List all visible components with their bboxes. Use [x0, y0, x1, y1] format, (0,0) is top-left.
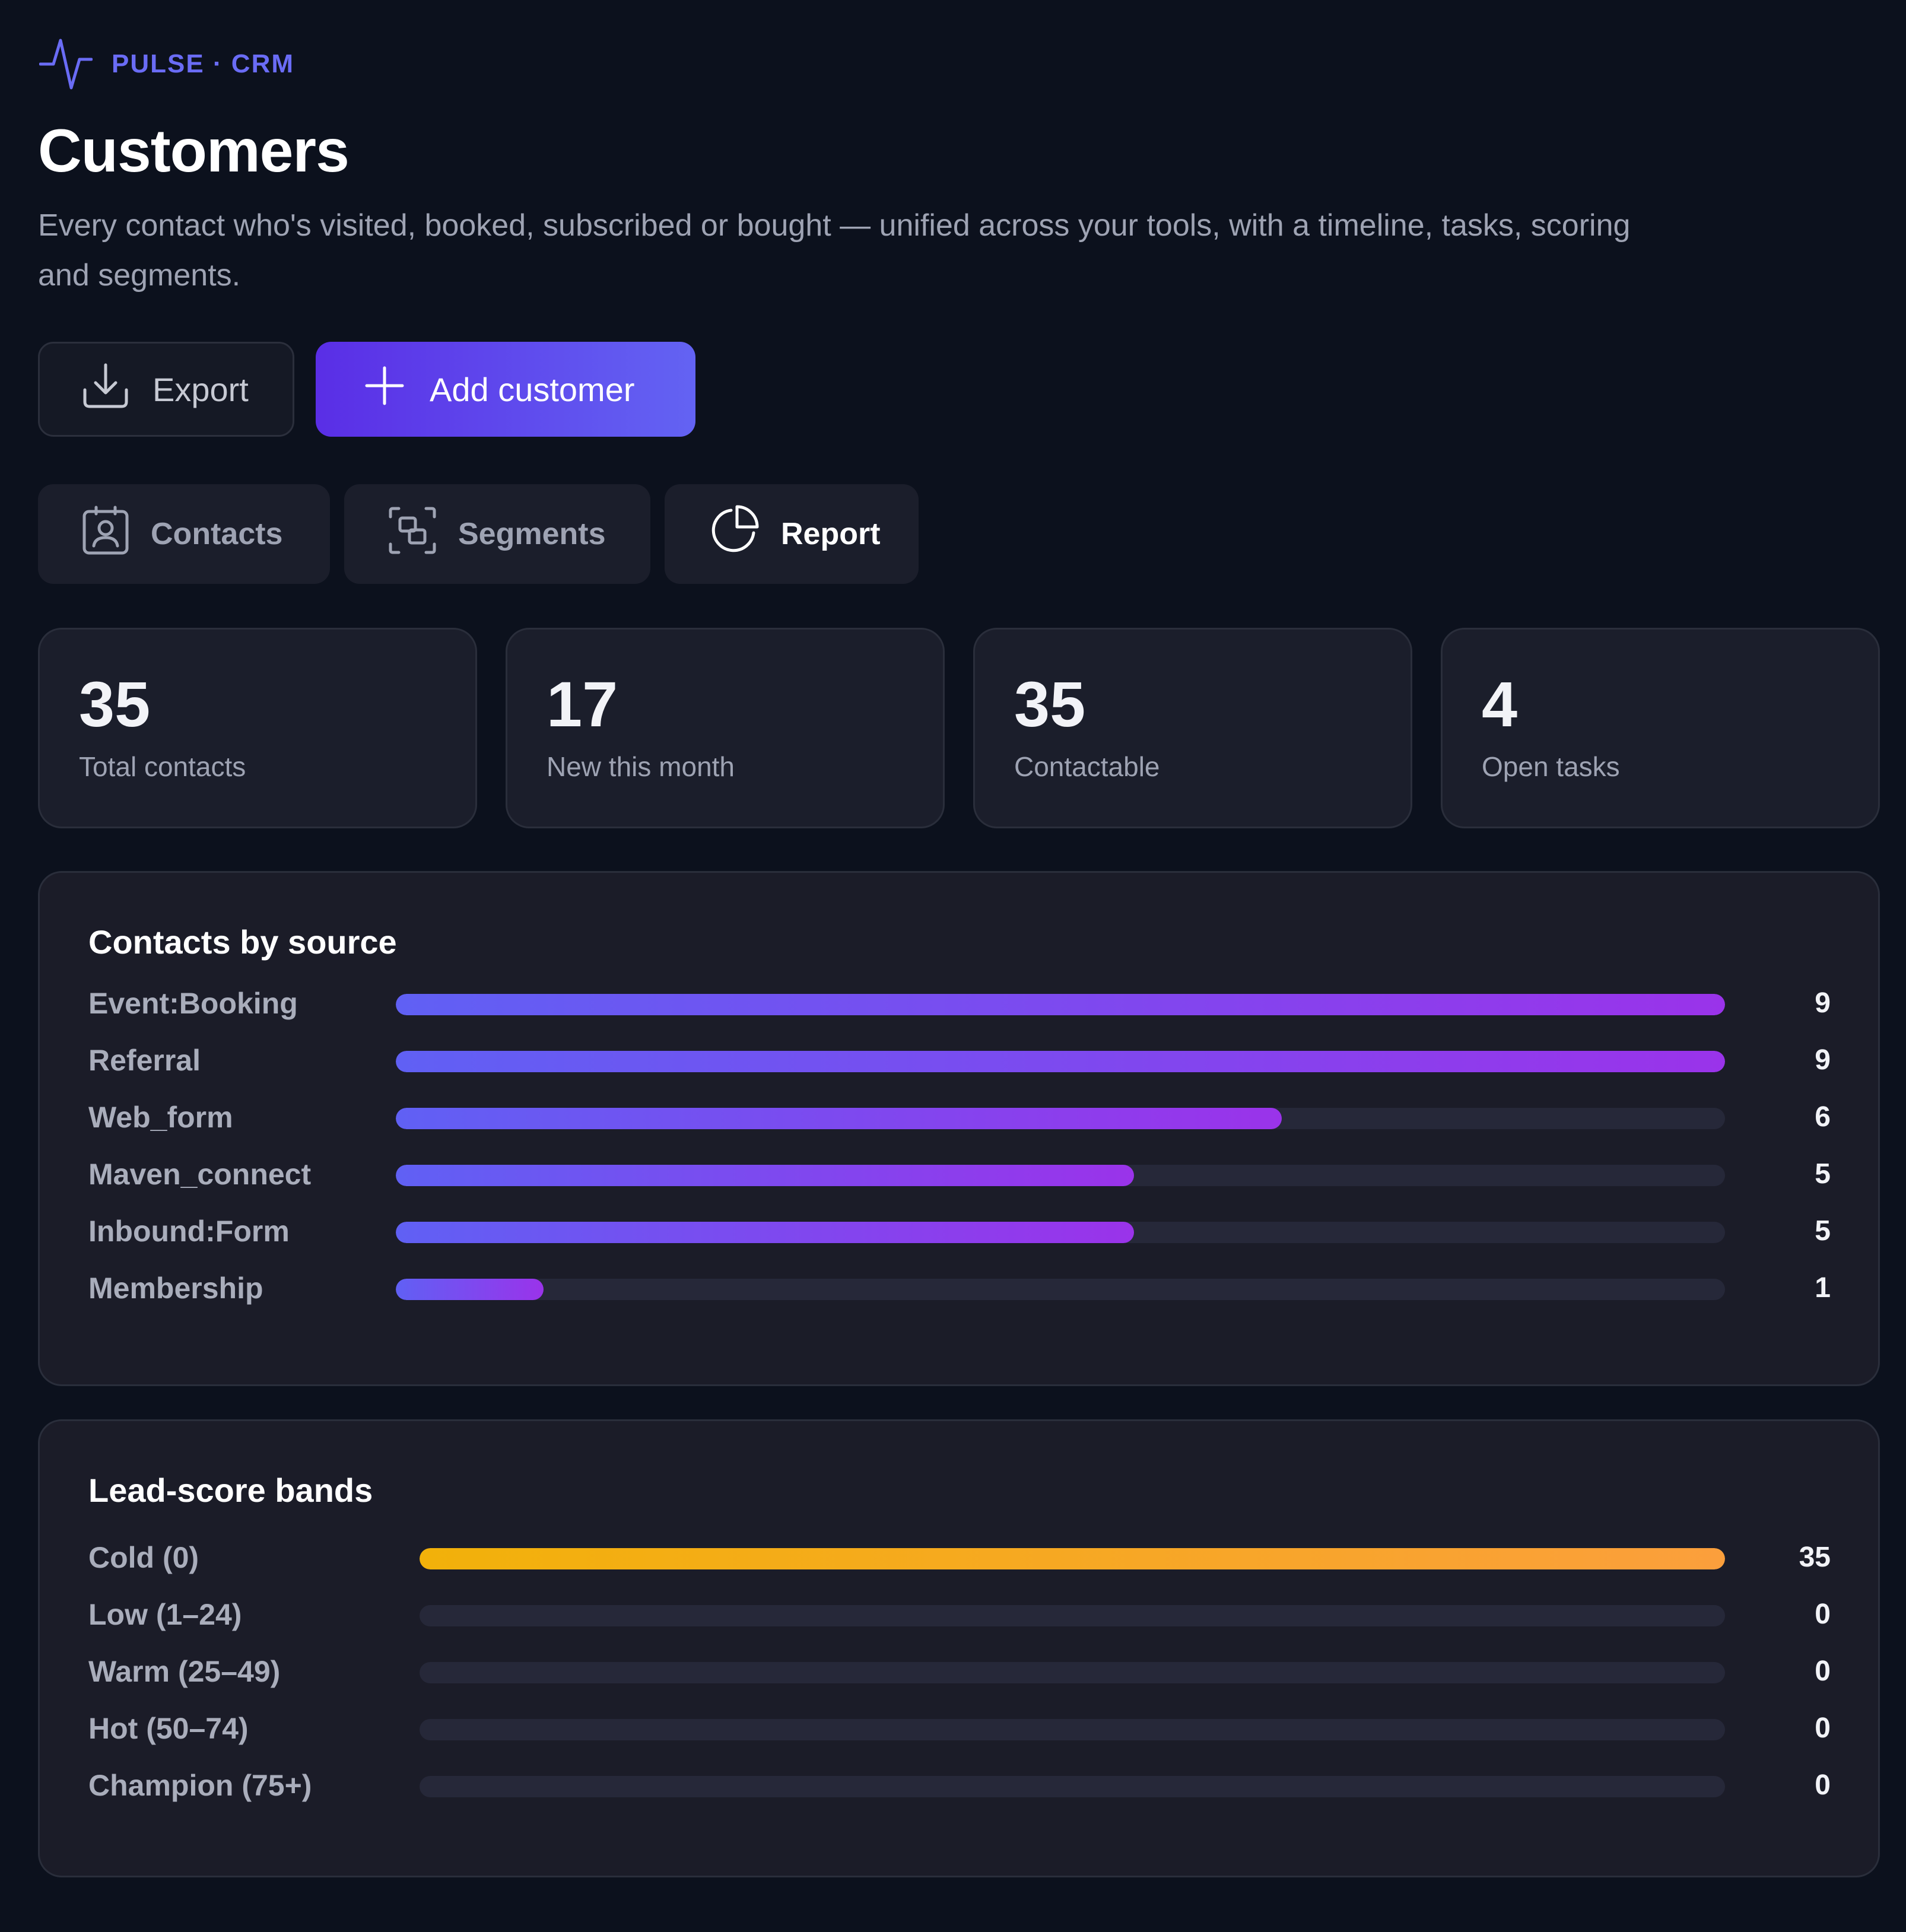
stat-label: Total contacts	[79, 751, 246, 782]
bar-label: Maven_connect	[88, 1158, 312, 1191]
bar-row: Warm (25–49) 0	[40, 1654, 1878, 1689]
bar-track	[396, 1165, 1725, 1186]
bar-value: 0	[1815, 1655, 1831, 1687]
stat-value: 35	[1014, 668, 1086, 740]
tab-label: Segments	[458, 517, 606, 551]
bar-label: Champion (75+)	[88, 1769, 312, 1802]
tab-label: Report	[781, 517, 881, 551]
bar-label: Cold (0)	[88, 1541, 199, 1574]
bar-value: 9	[1815, 1044, 1831, 1076]
pulse-icon	[39, 36, 93, 93]
add-customer-label: Add customer	[430, 370, 635, 408]
bar-value: 5	[1815, 1215, 1831, 1247]
page-title: Customers	[38, 117, 350, 185]
bar-value: 0	[1815, 1712, 1831, 1744]
brand: PULSE · CRM	[39, 36, 294, 93]
bar-track	[396, 1051, 1725, 1072]
bar-row: Low (1–24) 0	[40, 1597, 1878, 1632]
stat-value: 4	[1482, 668, 1518, 740]
bar-label: Referral	[88, 1044, 201, 1077]
bar-row: Inbound:Form 5	[40, 1213, 1878, 1249]
bar-track	[420, 1662, 1725, 1683]
bar-track	[396, 994, 1725, 1015]
bar-fill	[396, 1165, 1135, 1186]
bar-fill	[420, 1548, 1725, 1569]
stat-card-new-this-month: 17 New this month	[506, 628, 945, 828]
bar-fill	[396, 1051, 1725, 1072]
bar-track	[420, 1776, 1725, 1797]
bar-track	[396, 1108, 1725, 1129]
tab-label: Contacts	[151, 517, 283, 551]
bar-row: Event:Booking 9	[40, 986, 1878, 1021]
bar-value: 6	[1815, 1101, 1831, 1133]
stat-value: 35	[79, 668, 151, 740]
add-customer-button[interactable]: Add customer	[316, 342, 695, 437]
panel-title: Contacts by source	[88, 923, 397, 961]
bar-label: Event:Booking	[88, 987, 298, 1020]
stat-label: Open tasks	[1482, 751, 1620, 782]
stat-card-open-tasks: 4 Open tasks	[1441, 628, 1880, 828]
plus-icon	[364, 366, 405, 414]
page-subtitle: Every contact who's visited, booked, sub…	[38, 208, 1631, 293]
bar-row: Cold (0) 35	[40, 1540, 1878, 1575]
pie-chart-icon	[707, 504, 760, 564]
bar-row: Champion (75+) 0	[40, 1768, 1878, 1803]
tab-report[interactable]: Report	[665, 484, 919, 584]
bar-value: 0	[1815, 1769, 1831, 1801]
contacts-by-source-panel: Contacts by source Event:Booking 9 Referra…	[38, 871, 1880, 1386]
bar-track	[420, 1605, 1725, 1626]
bar-fill	[396, 994, 1725, 1015]
bar-label: Membership	[88, 1272, 263, 1305]
bar-label: Low (1–24)	[88, 1598, 242, 1631]
export-label: Export	[153, 370, 249, 408]
stat-value: 17	[547, 668, 618, 740]
stat-label: New this month	[547, 751, 735, 782]
bar-fill	[396, 1222, 1135, 1243]
brand-name: PULSE · CRM	[112, 49, 294, 78]
bar-value: 1	[1815, 1272, 1831, 1304]
bar-track	[420, 1548, 1725, 1569]
export-button[interactable]: Export	[38, 342, 294, 437]
bar-label: Hot (50–74)	[88, 1712, 249, 1745]
bar-value: 9	[1815, 987, 1831, 1019]
tab-contacts[interactable]: Contacts	[38, 484, 330, 584]
bar-row: Referral 9	[40, 1043, 1878, 1078]
contact-card-icon	[82, 506, 129, 563]
lead-score-bands-panel: Lead-score bands Cold (0) 35 Low (1–24) 0 Wa…	[38, 1419, 1880, 1877]
bar-row: Maven_connect 5	[40, 1156, 1878, 1192]
tab-segments[interactable]: Segments	[344, 484, 650, 584]
segments-icon	[388, 506, 437, 563]
bar-fill	[396, 1279, 544, 1300]
bar-label: Warm (25–49)	[88, 1655, 281, 1688]
download-icon	[81, 361, 130, 418]
bar-fill	[396, 1108, 1282, 1129]
bar-row: Hot (50–74) 0	[40, 1711, 1878, 1746]
bar-track	[396, 1279, 1725, 1300]
bar-row: Membership 1	[40, 1270, 1878, 1306]
bar-label: Inbound:Form	[88, 1215, 290, 1248]
panel-title: Lead-score bands	[88, 1472, 373, 1509]
bar-value: 35	[1799, 1542, 1831, 1573]
bar-row: Web_form 6	[40, 1100, 1878, 1135]
stat-card-contactable: 35 Contactable	[973, 628, 1412, 828]
stat-card-total-contacts: 35 Total contacts	[38, 628, 477, 828]
bar-track	[420, 1719, 1725, 1740]
bar-label: Web_form	[88, 1101, 233, 1134]
bar-value: 0	[1815, 1599, 1831, 1630]
bar-value: 5	[1815, 1158, 1831, 1190]
stat-label: Contactable	[1014, 751, 1160, 782]
bar-track	[396, 1222, 1725, 1243]
